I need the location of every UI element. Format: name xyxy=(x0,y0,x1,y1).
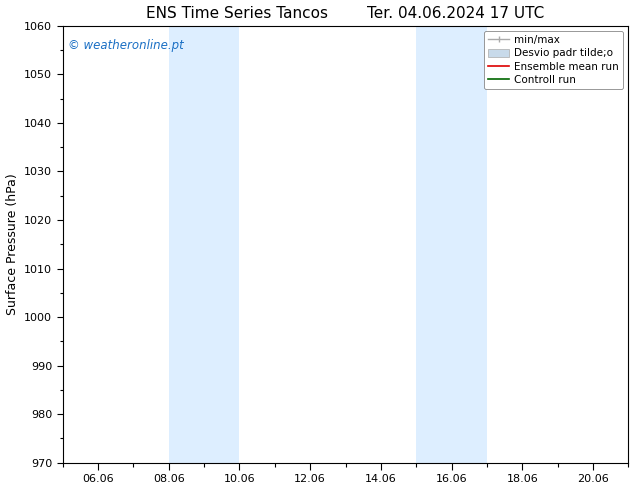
Y-axis label: Surface Pressure (hPa): Surface Pressure (hPa) xyxy=(6,173,18,315)
Bar xyxy=(417,26,487,463)
Title: ENS Time Series Tancos        Ter. 04.06.2024 17 UTC: ENS Time Series Tancos Ter. 04.06.2024 1… xyxy=(146,5,545,21)
Bar xyxy=(169,26,240,463)
Legend: min/max, Desvio padr tilde;o, Ensemble mean run, Controll run: min/max, Desvio padr tilde;o, Ensemble m… xyxy=(484,31,623,89)
Text: © weatheronline.pt: © weatheronline.pt xyxy=(68,39,184,52)
